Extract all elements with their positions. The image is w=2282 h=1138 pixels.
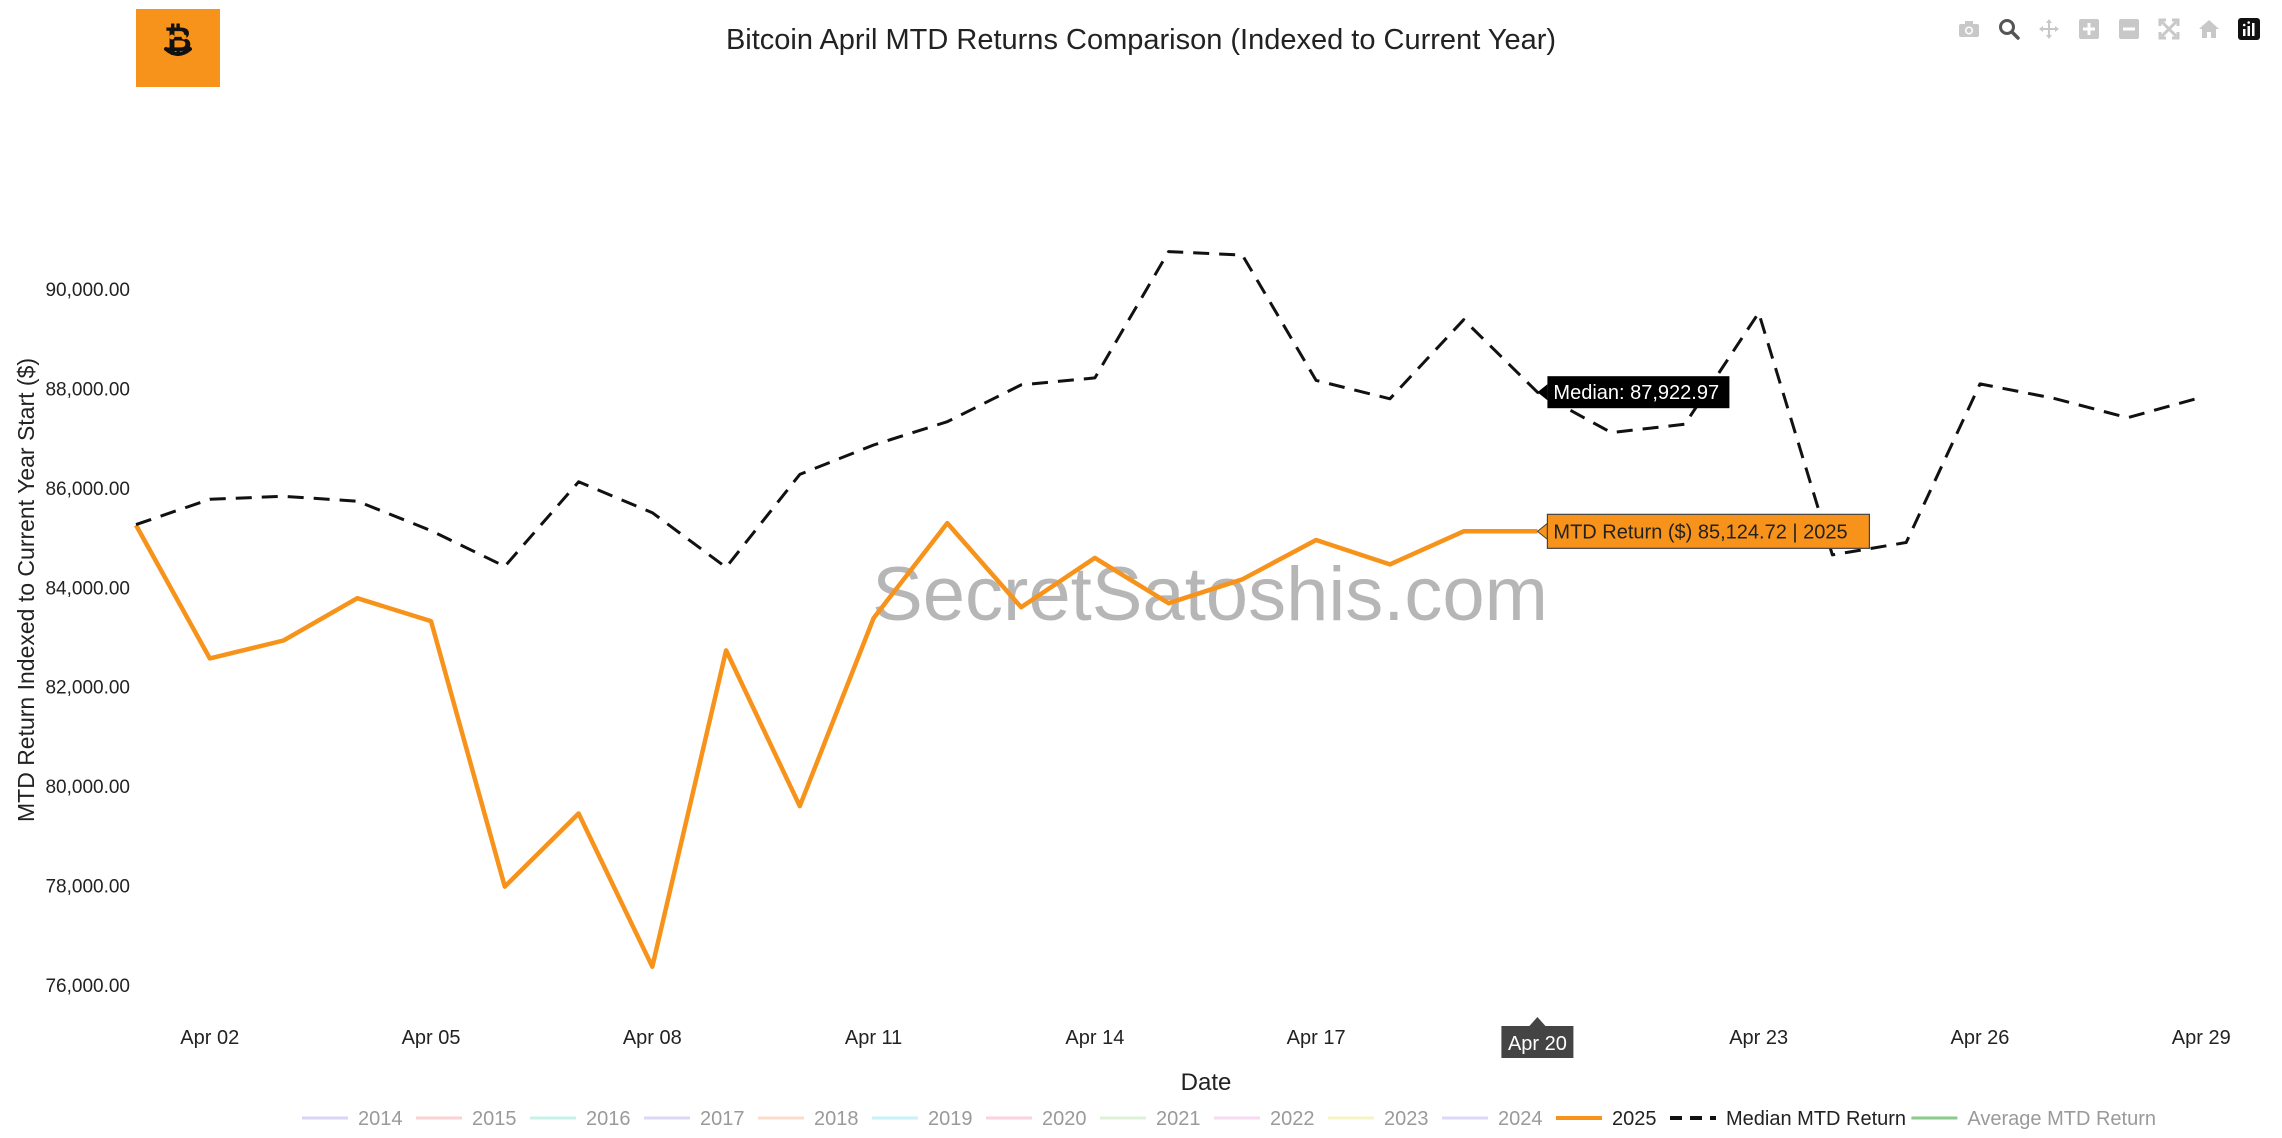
- zoom-out-icon[interactable]: [2114, 14, 2144, 44]
- y-tick-label: 82,000.00: [45, 678, 130, 699]
- modebar: [1954, 14, 2264, 44]
- x-tick-label: Apr 02: [180, 1027, 239, 1049]
- y-tick-label: 86,000.00: [45, 479, 130, 500]
- chart-title: Bitcoin April MTD Returns Comparison (In…: [725, 24, 1557, 56]
- x-tick-label: Apr 17: [1287, 1027, 1346, 1049]
- legend-label[interactable]: 2021: [1156, 1108, 1201, 1130]
- tooltip-series-text: MTD Return ($) 85,124.72 | 2025: [1553, 521, 1847, 543]
- tooltip-series-box: [1546, 513, 1871, 549]
- x-tick-label: Apr 26: [1950, 1027, 2009, 1049]
- legend-label[interactable]: 2014: [358, 1108, 403, 1130]
- legend-label[interactable]: 2016: [586, 1108, 631, 1130]
- x-axis-title: Date: [1181, 1069, 1232, 1096]
- x-hover-pointer: [1529, 1017, 1546, 1026]
- x-hover-box: [1501, 1026, 1574, 1058]
- tooltip-pointer: [1536, 522, 1548, 541]
- legend-label[interactable]: Average MTD Return: [1967, 1108, 2156, 1130]
- legend-label[interactable]: 2018: [814, 1108, 859, 1130]
- y-tick-label: 90,000.00: [45, 280, 130, 301]
- tooltip-median-text: Median: 87,922.97: [1553, 382, 1719, 404]
- y-tick-label: 84,000.00: [45, 578, 130, 599]
- x-tick-label: Apr 08: [623, 1027, 682, 1049]
- x-tick-label: Apr 23: [1729, 1027, 1788, 1049]
- legend-label[interactable]: 2017: [700, 1108, 745, 1130]
- tooltip-median-box: [1547, 376, 1730, 409]
- x-tick-label: Apr 14: [1065, 1027, 1124, 1049]
- watermark-text: SecretSatoshis.com: [872, 552, 1548, 637]
- x-tick-label: Apr 11: [845, 1027, 902, 1049]
- y-tick-label: 76,000.00: [45, 976, 130, 997]
- y-tick-label: 80,000.00: [45, 777, 130, 798]
- camera-icon[interactable]: [1954, 14, 1984, 44]
- y-tick-label: 78,000.00: [45, 877, 130, 898]
- zoom-in-icon[interactable]: [2074, 14, 2104, 44]
- legend-label[interactable]: Median MTD Return: [1726, 1108, 1906, 1130]
- plotly-logo-icon[interactable]: [2234, 14, 2264, 44]
- reset-axes-icon[interactable]: [2194, 14, 2224, 44]
- y-tick-label: 88,000.00: [45, 379, 130, 400]
- y-axis-title: MTD Return Indexed to Current Year Start…: [13, 358, 39, 822]
- legend-label[interactable]: 2022: [1270, 1108, 1315, 1130]
- bitcoin-logo-icon: ₿: [136, 9, 220, 87]
- legend-label[interactable]: 2020: [1042, 1108, 1087, 1130]
- zoom-icon[interactable]: [1994, 14, 2024, 44]
- legend-label[interactable]: 2025: [1612, 1108, 1657, 1130]
- autoscale-icon[interactable]: [2154, 14, 2184, 44]
- tooltip-pointer: [1537, 384, 1548, 401]
- svg-text:₿: ₿: [164, 20, 192, 60]
- legend-label[interactable]: 2019: [928, 1108, 973, 1130]
- legend-label[interactable]: 2023: [1384, 1108, 1429, 1130]
- legend-label[interactable]: 2015: [472, 1108, 517, 1130]
- x-hover-label: Apr 20: [1508, 1033, 1567, 1055]
- series-line-median-mtd-return: [135, 250, 2202, 569]
- series-line-2025: [134, 520, 1538, 969]
- x-tick-label: Apr 05: [402, 1027, 461, 1049]
- x-tick-label: Apr 29: [2172, 1027, 2231, 1049]
- legend-label[interactable]: 2024: [1498, 1108, 1543, 1130]
- pan-icon[interactable]: [2034, 14, 2064, 44]
